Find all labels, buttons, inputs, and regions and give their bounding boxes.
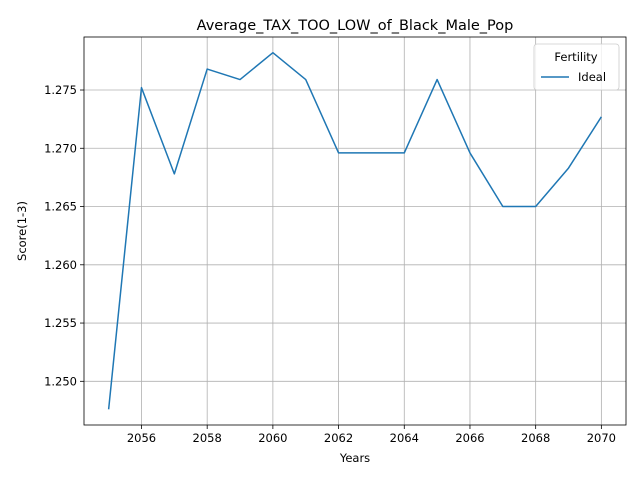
legend-title: Fertility [554, 50, 597, 64]
x-tick-label: 2070 [587, 431, 616, 445]
grid [84, 37, 626, 425]
y-tick-label: 1.250 [44, 374, 77, 388]
x-tick-label: 2066 [455, 431, 484, 445]
plot-frame [83, 36, 627, 426]
y-tick-label: 1.275 [44, 83, 77, 97]
series-layer [107, 51, 602, 410]
y-tick-label: 1.255 [44, 316, 77, 330]
y-tick-label: 1.270 [44, 141, 77, 155]
legend-label-ideal: Ideal [578, 70, 606, 84]
x-tick-label: 2058 [193, 431, 222, 445]
x-tick-label: 2068 [521, 431, 550, 445]
chart-title: Average_TAX_TOO_LOW_of_Black_Male_Pop [197, 18, 514, 34]
y-tick-label: 1.265 [44, 200, 77, 214]
x-tick-label: 2060 [258, 431, 287, 445]
x-tick-label: 2064 [390, 431, 419, 445]
ticks: 2056 2058 2060 2062 2064 2066 2068 2070 1.250 1.2… [44, 83, 616, 445]
x-axis-label: Years [339, 451, 370, 465]
x-tick-label: 2056 [127, 431, 156, 445]
x-tick-label: 2062 [324, 431, 353, 445]
y-tick-label: 1.260 [44, 258, 77, 272]
legend: Fertility Ideal [533, 43, 620, 91]
y-axis-label: Score(1-3) [15, 201, 29, 261]
legend-box [533, 43, 620, 91]
series-line-ideal [107, 51, 602, 410]
